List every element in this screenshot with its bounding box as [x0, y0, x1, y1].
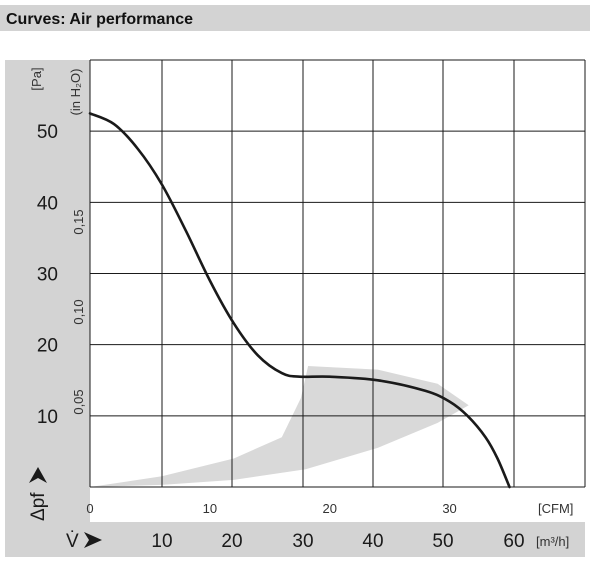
y-secondary-tick-label: 0,15 — [71, 209, 86, 234]
y-unit-inh2o: (in H₂O) — [68, 69, 83, 116]
y-secondary-tick-label: 0,05 — [71, 389, 86, 414]
x-tick-label: 20 — [322, 501, 336, 516]
y-unit-pa: [Pa] — [29, 67, 44, 90]
y-tick-label: 20 — [37, 336, 58, 357]
y-axis-background — [5, 60, 90, 522]
x-axis-symbol: V̇ — [66, 531, 79, 552]
x-axis-arrow-icon — [84, 532, 102, 548]
y-axis-arrow-icon — [29, 467, 47, 483]
performance-curve — [88, 112, 511, 489]
y-secondary-tick-label: 0,10 — [71, 299, 86, 324]
y-tick-label: 40 — [37, 193, 58, 214]
x-secondary-tick-label: 40 — [362, 531, 383, 552]
x-unit-m3h: [m³/h] — [536, 534, 569, 549]
x-secondary-tick-label: 30 — [292, 531, 313, 552]
y-tick-label: 10 — [37, 407, 58, 428]
x-secondary-tick-label: 20 — [221, 531, 242, 552]
x-tick-label: 30 — [442, 501, 456, 516]
x-secondary-tick-label: 60 — [503, 531, 524, 552]
x-tick-label: 0 — [86, 501, 93, 516]
x-secondary-tick-label: 10 — [151, 531, 172, 552]
x-tick-label: 10 — [203, 501, 217, 516]
header-bar — [0, 5, 590, 31]
y-axis-symbol: Δpf — [28, 492, 49, 521]
y-tick-label: 50 — [37, 122, 58, 143]
operating-range-band — [90, 366, 469, 487]
y-tick-label: 30 — [37, 265, 58, 286]
x-axis-background — [5, 522, 585, 557]
x-unit-cfm: [CFM] — [538, 501, 573, 516]
chart-title: Curves: Air performance — [6, 11, 193, 28]
x-secondary-tick-label: 50 — [432, 531, 453, 552]
